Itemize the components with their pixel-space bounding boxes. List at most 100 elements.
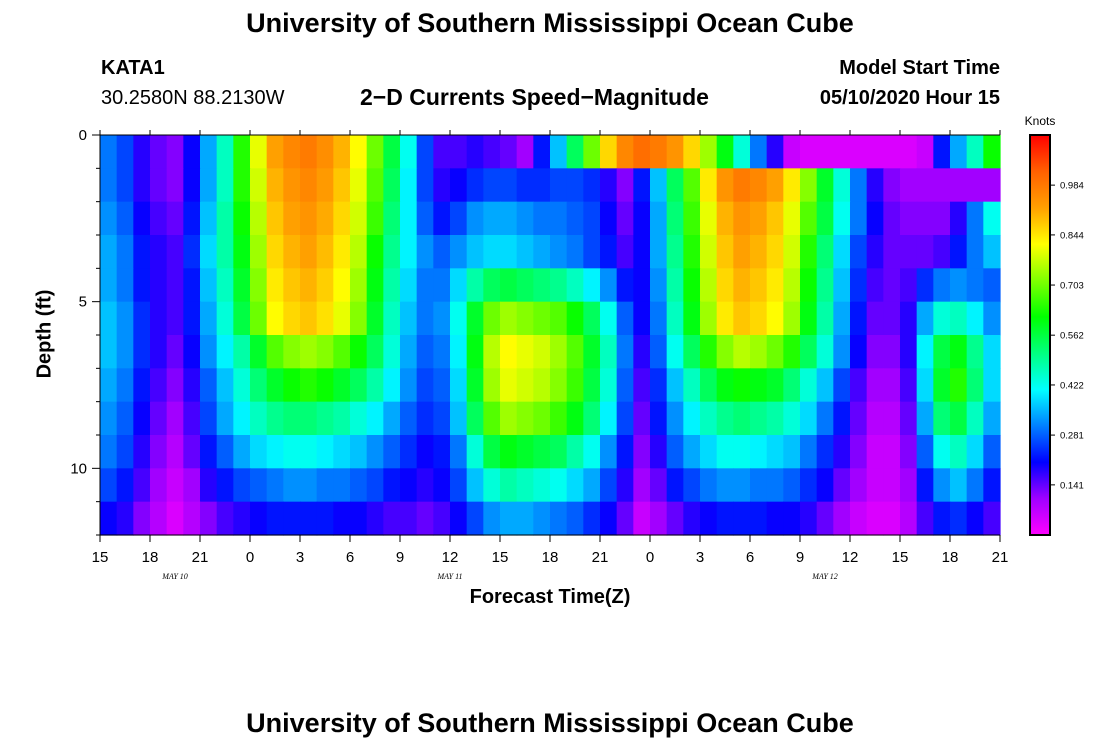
heatmap-cell: [533, 401, 551, 436]
heatmap-cell: [466, 268, 484, 303]
heatmap-cell: [783, 401, 801, 436]
heatmap-cell: [950, 401, 968, 436]
heatmap-cell: [700, 235, 718, 269]
heatmap-cell: [866, 235, 884, 269]
heatmap-cell: [216, 401, 234, 436]
x-date-label: MAY 12: [811, 572, 838, 581]
heatmap-cell: [166, 168, 184, 203]
heatmap-cell: [583, 301, 601, 336]
heatmap-cell: [750, 468, 768, 503]
heatmap-cell: [516, 435, 534, 469]
heatmap-cell: [383, 301, 401, 336]
heatmap-cell: [700, 201, 718, 236]
x-axis-label: Forecast Time(Z): [469, 586, 631, 608]
heatmap-cell: [483, 135, 501, 169]
heatmap-cell: [533, 201, 551, 236]
heatmap-cell: [883, 401, 901, 436]
heatmap-cell: [116, 335, 134, 369]
heatmap-cell: [166, 401, 184, 436]
heatmap-cell: [400, 135, 418, 169]
heatmap-cell: [883, 435, 901, 469]
heatmap-cell: [916, 501, 934, 536]
heatmap-cell: [866, 168, 884, 203]
heatmap-cell: [866, 468, 884, 503]
heatmap-cell: [666, 301, 684, 336]
heatmap-cell: [816, 235, 834, 269]
heatmap-cell: [450, 335, 468, 369]
x-tick-label: 15: [892, 549, 909, 566]
heatmap-cell: [983, 301, 1001, 336]
heatmap-cell: [850, 268, 868, 303]
heatmap-cell: [783, 435, 801, 469]
heatmap-cell: [833, 268, 851, 303]
heatmap-cell: [916, 168, 934, 203]
heatmap-cell: [900, 201, 918, 236]
x-tick-label: 9: [396, 549, 404, 566]
heatmap-cell: [516, 301, 534, 336]
x-tick-label: 21: [992, 549, 1009, 566]
heatmap-cell: [683, 135, 701, 169]
heatmap-cell: [716, 468, 734, 503]
heatmap-cell: [900, 435, 918, 469]
heatmap-cell: [100, 468, 118, 503]
heatmap-cell: [883, 501, 901, 536]
heatmap-cell: [450, 401, 468, 436]
heatmap-cell: [450, 368, 468, 403]
heatmap-cell: [600, 368, 618, 403]
heatmap-cell: [300, 168, 318, 203]
heatmap-cell: [583, 168, 601, 203]
heatmap-cell: [233, 135, 251, 169]
heatmap-cell: [533, 301, 551, 336]
heatmap-cell: [466, 335, 484, 369]
heatmap-cell: [266, 468, 284, 503]
heatmap-cell: [700, 335, 718, 369]
heatmap-cell: [416, 468, 434, 503]
heatmap-cell: [366, 135, 384, 169]
heatmap-cell: [950, 501, 968, 536]
heatmap-cell: [400, 468, 418, 503]
heatmap-cell: [250, 135, 268, 169]
heatmap-cell: [683, 435, 701, 469]
heatmap-cell: [600, 335, 618, 369]
heatmap-cell: [650, 201, 668, 236]
heatmap-cell: [600, 268, 618, 303]
heatmap-cell: [800, 268, 818, 303]
heatmap-cell: [683, 201, 701, 236]
heatmap-cell: [450, 235, 468, 269]
x-tick-label: 15: [92, 549, 109, 566]
heatmap-cell: [583, 501, 601, 536]
heatmap-cell: [750, 368, 768, 403]
heatmap-cell: [650, 301, 668, 336]
heatmap-cell: [433, 401, 451, 436]
heatmap-cell: [133, 468, 151, 503]
heatmap-cell: [866, 201, 884, 236]
heatmap-cell: [333, 368, 351, 403]
heatmap-cell: [533, 135, 551, 169]
heatmap-cell: [266, 335, 284, 369]
heatmap-cell: [800, 401, 818, 436]
heatmap-cell: [266, 501, 284, 536]
heatmap-cell: [183, 168, 201, 203]
heatmap-cell: [683, 301, 701, 336]
heatmap-cell: [933, 468, 951, 503]
heatmap-cell: [633, 268, 651, 303]
heatmap-cell: [383, 168, 401, 203]
heatmap-cell: [500, 401, 518, 436]
heatmap-cell: [250, 201, 268, 236]
heatmap-cell: [516, 235, 534, 269]
heatmap-cell: [200, 301, 218, 336]
heatmap-cell: [400, 401, 418, 436]
heatmap-cell: [200, 168, 218, 203]
heatmap-cell: [733, 168, 751, 203]
heatmap-cell: [566, 435, 584, 469]
heatmap-cell: [250, 401, 268, 436]
heatmap-cell: [916, 468, 934, 503]
heatmap-cell: [683, 368, 701, 403]
heatmap-cell: [116, 135, 134, 169]
heatmap-cell: [650, 335, 668, 369]
heatmap-cell: [550, 401, 568, 436]
heatmap-cell: [633, 435, 651, 469]
heatmap-cell: [783, 501, 801, 536]
heatmap-cell: [566, 268, 584, 303]
heatmap-cell: [733, 135, 751, 169]
